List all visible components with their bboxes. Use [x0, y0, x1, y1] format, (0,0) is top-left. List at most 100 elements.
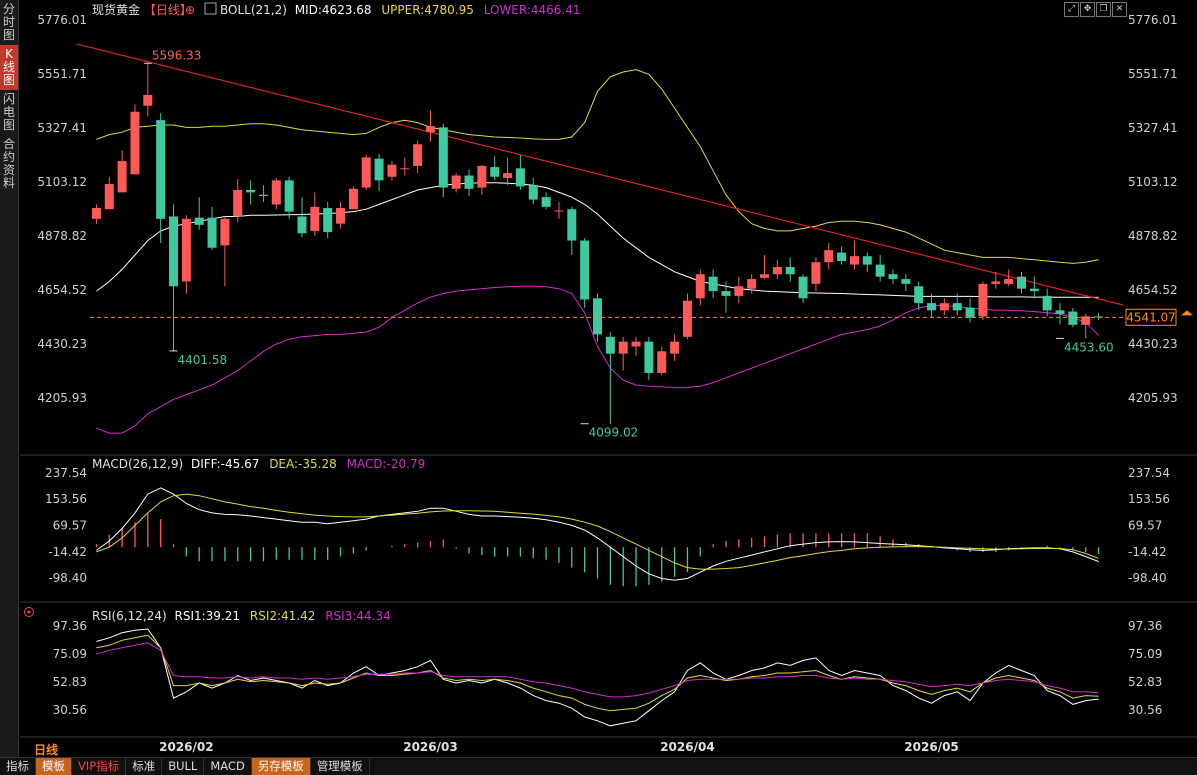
- y-tick-label-right: 97.36: [1128, 619, 1162, 633]
- candle-body: [721, 291, 731, 296]
- symbol-name: 现货黄金: [92, 2, 140, 17]
- candle-body: [939, 303, 949, 311]
- rsi1-line: [96, 628, 1099, 727]
- macd-dea: DEA:-35.28: [269, 457, 337, 471]
- extreme-label: 4099.02: [589, 426, 639, 440]
- candle-body: [233, 189, 243, 217]
- y-tick-label-right: 4430.23: [1128, 337, 1178, 351]
- candle-body: [297, 216, 307, 234]
- candle-body: [387, 164, 397, 177]
- candle-body: [207, 217, 217, 248]
- bottom-toolbar: 指标 模板 VIP指标 标准 BULL MACD 另存模板 管理模板: [0, 757, 1197, 775]
- rsi3-line: [96, 642, 1099, 698]
- side-tab-3[interactable]: 合约资料: [2, 137, 15, 190]
- candle-body: [605, 336, 615, 354]
- rsi-toggle-icon[interactable]: [24, 607, 34, 617]
- side-tab-2[interactable]: 闪电图: [2, 92, 15, 132]
- y-tick-label-right: -14.42: [1128, 545, 1167, 559]
- close-icon[interactable]: ✕: [1112, 2, 1127, 17]
- y-tick-label-right: -98.40: [1128, 571, 1167, 585]
- candle-body: [400, 168, 410, 170]
- bottom-tab-4[interactable]: BULL: [162, 758, 205, 775]
- bottom-tab-3[interactable]: 标准: [126, 758, 163, 775]
- candle-body: [824, 250, 834, 263]
- candle-body: [1081, 316, 1091, 325]
- candle-body: [310, 206, 320, 231]
- macd-diff: DIFF:-45.67: [191, 457, 259, 471]
- candle-body: [682, 300, 692, 337]
- candle-body: [631, 341, 641, 347]
- boll-mid-line: [96, 182, 1099, 298]
- candle-body: [875, 264, 885, 277]
- bottom-tab-1[interactable]: 模板: [36, 758, 72, 775]
- candle-body: [515, 168, 525, 187]
- candle-body: [978, 283, 988, 317]
- candle-body: [490, 167, 500, 177]
- candle-body: [348, 188, 358, 210]
- x-tick-label: 2026/05: [904, 740, 958, 754]
- y-tick-label-left: 75.09: [53, 647, 87, 661]
- candle-body: [374, 158, 384, 181]
- extreme-label: 5596.33: [152, 48, 202, 62]
- y-tick-label-left: 30.56: [53, 703, 87, 717]
- candle-body: [143, 94, 153, 106]
- y-tick-label-left: 4878.82: [37, 229, 87, 243]
- last-price-label: 4541.07: [1126, 310, 1176, 324]
- chart-canvas: 现货黄金 【日线】 ⊕ BOLL(21,2) MID:4623.68 UPPER…: [20, 2, 1197, 754]
- side-tab-0[interactable]: 分时图: [2, 2, 15, 42]
- candle-body: [580, 240, 590, 300]
- macd-value: MACD:-20.79: [347, 457, 426, 471]
- candle-body: [708, 276, 718, 292]
- y-tick-label-left: 52.83: [53, 675, 87, 689]
- y-tick-label-left: 97.36: [53, 619, 87, 633]
- bottom-tab-2[interactable]: VIP指标: [72, 758, 127, 775]
- settings-icon[interactable]: ⊕: [185, 3, 195, 17]
- y-tick-label-right: 4878.82: [1128, 229, 1178, 243]
- y-tick-label-right: 69.57: [1128, 519, 1162, 533]
- move-icon[interactable]: ✥: [1080, 2, 1095, 17]
- rsi-toggle-dot: [27, 610, 31, 614]
- candle-body: [554, 210, 564, 212]
- candle-body: [901, 279, 911, 284]
- y-tick-label-right: 153.56: [1128, 492, 1170, 506]
- y-tick-label-right: 5103.12: [1128, 175, 1178, 189]
- candle-body: [1068, 311, 1078, 325]
- indicator-switch-icon[interactable]: [204, 2, 217, 15]
- candle-body: [258, 194, 268, 196]
- y-tick-label-right: 237.54: [1128, 466, 1170, 480]
- candle-body: [246, 189, 256, 193]
- marks-layer: 4541.07 5596.33 4401.58 4099.02 4453.60: [76, 43, 1193, 727]
- restore-icon[interactable]: ❐: [1096, 2, 1111, 17]
- candle-body: [413, 144, 423, 166]
- candle-body: [1042, 295, 1052, 311]
- bottom-tab-6[interactable]: 另存模板: [251, 758, 311, 775]
- rsi-name: RSI(6,12,24): [92, 609, 167, 623]
- candle-body: [862, 256, 872, 265]
- candle-body: [888, 274, 898, 280]
- y-tick-label-left: 5103.12: [37, 175, 87, 189]
- period-label[interactable]: 日线: [34, 743, 59, 757]
- expand-icon[interactable]: ⤢: [1064, 2, 1079, 17]
- candle-body: [323, 208, 333, 233]
- y-tick-label-left: 5551.71: [37, 67, 87, 81]
- macd-legend: MACD(26,12,9) DIFF:-45.67 DEA:-35.28 MAC…: [92, 457, 425, 471]
- last-price-tag: [1125, 308, 1177, 326]
- rsi-legend: RSI(6,12,24) RSI1:39.21 RSI2:41.42 RSI3:…: [92, 609, 391, 623]
- y-tick-label-left: 237.54: [45, 466, 87, 480]
- y-tick-label-right: 75.09: [1128, 647, 1162, 661]
- candle-body: [837, 252, 847, 261]
- candle-body: [914, 286, 924, 304]
- candle-body: [438, 127, 448, 188]
- rsi1-value: RSI1:39.21: [175, 609, 241, 623]
- window-controls: ⤢ ✥ ❐ ✕: [1064, 2, 1127, 17]
- candle-body: [284, 180, 294, 212]
- y-tick-label-left: -98.40: [48, 571, 87, 585]
- boll-lower: LOWER:4466.41: [484, 3, 581, 17]
- candle-body: [361, 157, 371, 188]
- bottom-tab-7[interactable]: 管理模板: [311, 758, 370, 775]
- bottom-tab-5[interactable]: MACD: [204, 758, 252, 775]
- y-tick-label-right: 5776.01: [1128, 13, 1178, 27]
- bottom-tab-0[interactable]: 指标: [0, 758, 36, 775]
